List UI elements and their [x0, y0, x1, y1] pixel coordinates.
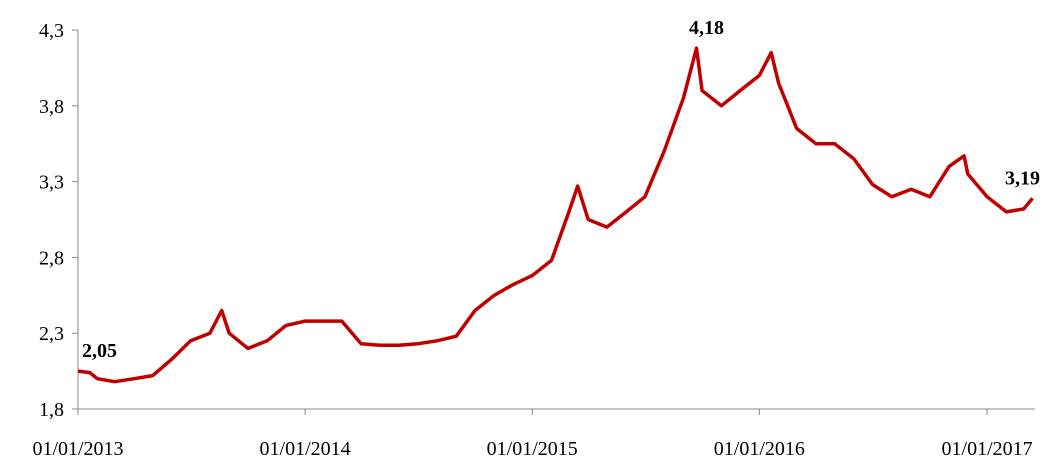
y-tick-label: 1,8: [39, 399, 64, 421]
x-tick-label: 01/01/2015: [487, 438, 578, 460]
y-tick-label: 4,3: [39, 20, 64, 42]
y-tick-label: 3,3: [39, 172, 64, 194]
line-series: [77, 46, 1034, 384]
x-tick-label: 01/01/2014: [260, 438, 351, 460]
y-tick-label: 2,3: [39, 323, 64, 345]
annotation: 3,19: [1005, 167, 1040, 189]
annotation: 4,18: [689, 17, 724, 39]
x-tick-label: 01/01/2016: [714, 438, 805, 460]
x-tick-label: 01/01/2017: [942, 438, 1033, 460]
x-tick-label: 01/01/2013: [32, 438, 123, 460]
y-tick-label: 3,8: [39, 96, 64, 118]
y-tick-label: 2,8: [39, 247, 64, 269]
annotation: 2,05: [82, 340, 117, 362]
